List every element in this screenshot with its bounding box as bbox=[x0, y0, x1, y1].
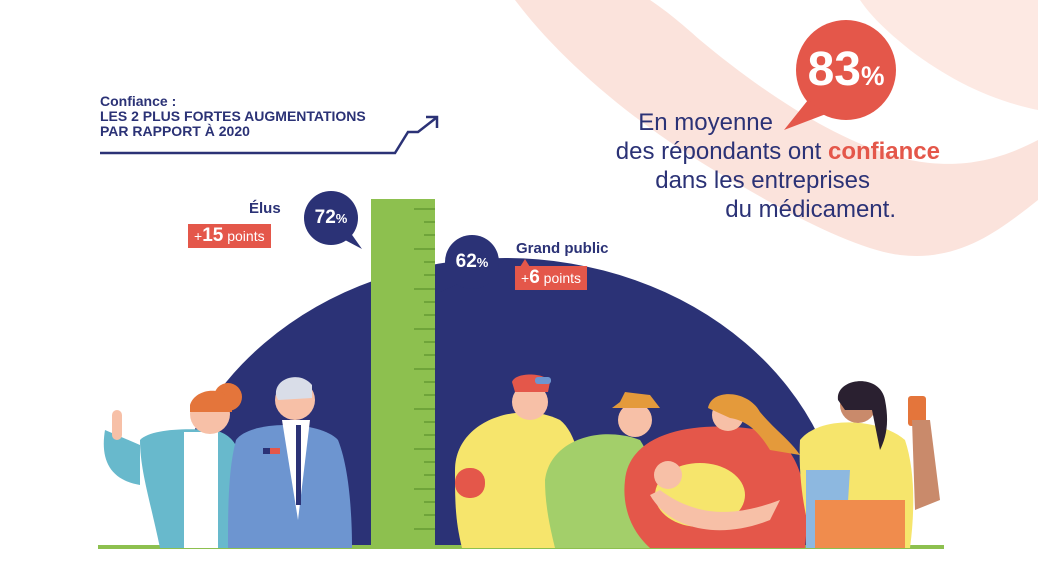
grand-public-value: 62% bbox=[445, 250, 499, 275]
grand-public-delta-value: 6 bbox=[529, 267, 540, 288]
grand-public-delta-unit: points bbox=[543, 270, 582, 286]
elus-value: 72% bbox=[304, 206, 358, 231]
grand-public-value-number: 62 bbox=[455, 251, 477, 272]
grand-public-label: Grand public bbox=[516, 240, 609, 257]
header-title-line2: PAR RAPPORT À 2020 bbox=[100, 123, 250, 139]
people-illustration bbox=[103, 374, 940, 548]
elus-delta-unit: points bbox=[227, 228, 265, 244]
badge-pointer bbox=[520, 259, 530, 267]
header-label: Confiance : bbox=[100, 93, 177, 109]
key-stat-line2-prefix: des répondants ont bbox=[615, 138, 822, 165]
key-stat-line2: des répondants ont confiance bbox=[616, 137, 940, 166]
header-block: Confiance : LES 2 PLUS FORTES AUGMENTATI… bbox=[100, 94, 366, 139]
elus-value-unit: % bbox=[335, 211, 348, 226]
elus-value-number: 72 bbox=[314, 207, 336, 228]
grand-public-delta-badge: +6 points bbox=[515, 266, 588, 290]
elus-delta-sign: + bbox=[194, 228, 203, 244]
key-stat-highlight: confiance bbox=[827, 138, 940, 165]
key-stat-caption: En moyenne des répondants ont confiance … bbox=[616, 108, 940, 224]
key-stat-line3: dans les entreprises bbox=[655, 167, 870, 194]
elus-label: Élus bbox=[249, 200, 281, 217]
speech-bubble-icon bbox=[304, 20, 896, 292]
elus-delta-value: 15 bbox=[202, 225, 224, 246]
pale-hand-shape bbox=[515, 0, 1038, 256]
key-stat-line4: du médicament. bbox=[725, 196, 896, 223]
elus-delta-badge: +15 points bbox=[188, 224, 271, 248]
trend-arrow-icon bbox=[100, 115, 439, 155]
key-stat-line1: En moyenne bbox=[638, 109, 773, 136]
grand-public-delta-sign: + bbox=[521, 270, 530, 286]
header-title-line1: LES 2 PLUS FORTES AUGMENTATIONS bbox=[100, 108, 366, 124]
grand-public-value-unit: % bbox=[476, 255, 489, 270]
pale-hand-shape-2 bbox=[860, 0, 1038, 110]
ruler-icon bbox=[371, 199, 435, 549]
key-stat-number: 83 bbox=[807, 43, 861, 96]
key-stat-unit: % bbox=[860, 61, 885, 91]
key-stat-value: 83% bbox=[796, 44, 896, 102]
